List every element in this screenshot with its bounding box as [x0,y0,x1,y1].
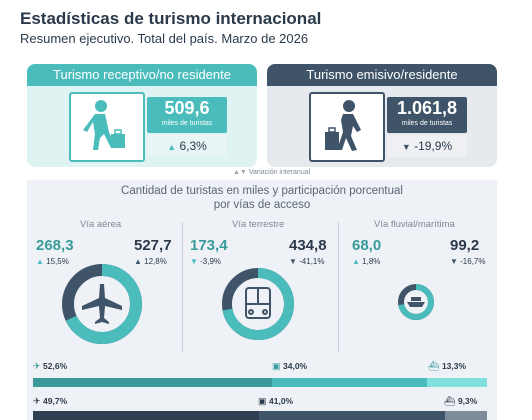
column-divider [338,222,339,352]
walking-tourist-icon [83,100,125,150]
air-receptivo-share: 52,6% [43,361,68,371]
sea-receptivo-share-label: ⛴ 13,3% [428,361,466,372]
up-arrow-icon: ▲ [36,257,47,266]
air-emisivo-bar-segment [33,411,259,420]
down-arrow-icon: ▼ [190,257,201,266]
down-arrow-icon: ▼ [289,257,300,266]
air-receptivo-variation: ▲ 15,5% [36,257,69,266]
sea-emisivo-share-label: ⛴ 9,3% [444,396,477,407]
variation-legend: ▲▼ Variación interanual [233,169,310,176]
air-donut-chart [62,264,142,344]
sea-emisivo-bar-segment [444,411,487,420]
access-title: Cantidad de turistas en miles y particip… [27,184,497,212]
land-emisivo-share-label: ▣ 41,0% [258,396,293,407]
receptivo-variation-box: ▲ 6,3% [147,135,227,157]
bus-icon: ▣ [258,396,270,406]
land-receptivo-variation-text: -3,9% [200,257,222,266]
airplane-icon [82,284,122,324]
up-arrow-icon: ▲ [134,257,145,266]
bus-icon: ▣ [272,361,284,371]
receptivo-title: Turismo receptivo/no residente [27,64,257,86]
land-column-label: Vía terrestre [232,219,285,230]
land-emisivo-share: 41,0% [269,396,294,406]
emisivo-panel: Turismo emisivo/residente 1.061,8 miles … [267,64,497,167]
bus-icon [245,287,271,319]
receptivo-value-box: 509,6 miles de turistas [147,97,227,133]
air-receptivo-value: 268,3 [36,237,74,254]
access-title-line2: por vías de acceso [213,199,311,211]
receptivo-panel: Turismo receptivo/no residente 509,6 mil… [27,64,257,167]
receptivo-unit: miles de turistas [161,120,213,127]
down-arrow-icon: ▼ [450,257,461,266]
air-emisivo-value: 527,7 [134,237,172,254]
land-emisivo-bar-segment [258,411,445,420]
ship-icon: ⛴ [444,396,458,406]
sea-column-label: Vía fluvial/marítima [374,219,455,230]
land-receptivo-bar-segment [272,378,427,387]
receptivo-value: 509,6 [164,98,210,118]
emisivo-value: 1.061,8 [396,98,458,118]
emisivo-share-bar [33,411,487,420]
donut-arc [222,268,294,340]
receptivo-share-bar [33,378,487,387]
sea-receptivo-bar-segment [426,378,487,387]
land-emisivo-variation: ▼ -41,1% [289,257,325,266]
page-subtitle: Resumen ejecutivo. Total del país. Marzo… [20,31,309,46]
donut-arc [62,264,142,344]
emisivo-figure-box [309,92,385,162]
emisivo-value-box: 1.061,8 miles de turistas [387,97,467,133]
sea-receptivo-variation: ▲ 1,8% [352,257,380,266]
air-emisivo-share-label: ✈ 49,7% [33,396,67,407]
air-emisivo-share: 49,7% [43,396,68,406]
up-arrow-icon: ▲ [167,142,177,152]
page-title: Estadísticas de turismo internacional [20,9,322,28]
airplane-icon: ✈ [33,396,44,406]
air-emisivo-variation: ▲ 12,8% [134,257,167,266]
land-receptivo-share-label: ▣ 34,0% [272,361,307,372]
land-donut-chart [222,268,294,340]
sea-emisivo-share: 9,3% [457,396,478,406]
variation-legend-label: Variación interanual [248,169,311,176]
airplane-icon: ✈ [33,361,44,371]
air-receptivo-bar-segment [33,378,273,387]
sea-receptivo-value: 68,0 [352,237,382,254]
sea-donut-chart [398,284,434,320]
up-down-arrows-icon: ▲▼ [233,169,247,176]
land-emisivo-value: 434,8 [289,237,327,254]
sea-emisivo-value: 99,2 [450,237,480,254]
up-arrow-icon: ▲ [352,257,363,266]
ship-icon: ⛴ [428,361,442,371]
land-receptivo-value: 173,4 [190,237,228,254]
air-receptivo-variation-text: 15,5% [46,257,69,266]
receptivo-variation: 6,3% [179,139,207,153]
column-divider [182,222,183,352]
air-receptivo-share-label: ✈ 52,6% [33,361,67,372]
emisivo-variation: -19,9% [414,139,453,153]
ship-icon [407,297,425,307]
air-column-label: Vía aérea [80,219,122,230]
down-arrow-icon: ▼ [401,142,411,152]
land-emisivo-variation-text: -41,1% [299,257,325,266]
land-receptivo-variation: ▼ -3,9% [190,257,221,266]
land-receptivo-share: 34,0% [283,361,308,371]
sea-emisivo-variation: ▼ -16,7% [450,257,486,266]
sea-receptivo-variation-text: 1,8% [362,257,381,266]
emisivo-variation-box: ▼ -19,9% [387,135,467,157]
air-emisivo-variation-text: 12,8% [144,257,167,266]
donut-arc [398,284,434,320]
walking-traveler-icon [325,100,361,151]
sea-receptivo-share: 13,3% [441,361,467,371]
access-title-line1: Cantidad de turistas en miles y particip… [121,185,403,197]
receptivo-figure-box [69,92,145,162]
emisivo-title: Turismo emisivo/residente [267,64,497,86]
emisivo-unit: miles de turistas [401,120,453,127]
sea-emisivo-variation-text: -16,7% [460,257,486,266]
